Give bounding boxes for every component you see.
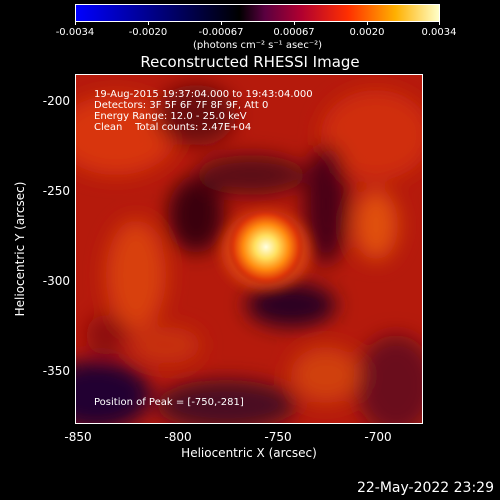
image-title: Reconstructed RHESSI Image [140,53,360,71]
x-axis-label: Heliocentric X (arcsec) [181,446,317,460]
rhessi-image-map [76,75,422,423]
info-time-range: 19-Aug-2015 19:37:04.000 to 19:43:04.000 [94,89,313,100]
info-energy-range: Energy Range: 12.0 - 25.0 keV [94,111,247,122]
colorbar-tick [294,21,295,25]
colorbar [75,4,440,22]
y-tick-label: -350 [42,364,70,378]
x-tick-label: -850 [64,430,92,444]
x-tick-label: -800 [164,430,192,444]
colorbar-tick-label: -0.0020 [128,27,168,38]
x-tick-label: -750 [264,430,292,444]
colorbar-tick-label: 0.0034 [421,27,457,38]
colorbar-tick-label: 0.00067 [273,27,315,38]
footer-date: 22-May-2022 23:29 [356,480,494,496]
colorbar-tick [221,21,222,25]
y-tick-label: -250 [42,184,70,198]
colorbar-tick [439,21,440,25]
colorbar-units: (photons cm⁻² s⁻¹ asec⁻²) [192,40,323,51]
y-tick-label: -200 [42,94,70,108]
colorbar-tick-label: 0.0020 [349,27,385,38]
colorbar-tick-label: -0.00067 [198,27,244,38]
y-tick-label: -300 [42,274,70,288]
colorbar-tick [75,21,76,25]
info-method-counts: Clean Total counts: 2.47E+04 [94,122,252,133]
colorbar-tick [148,21,149,25]
colorbar-tick-label: -0.0034 [55,27,95,38]
rhessi-image: 19-Aug-2015 19:37:04.000 to 19:43:04.000… [75,74,423,424]
info-detectors: Detectors: 3F 5F 6F 7F 8F 9F, Att 0 [94,100,269,111]
info-peak-position: Position of Peak = [-750,-281] [94,397,244,408]
colorbar-tick [367,21,368,25]
y-axis-label: Heliocentric Y (arcsec) [13,181,27,317]
x-tick-label: -700 [364,430,392,444]
